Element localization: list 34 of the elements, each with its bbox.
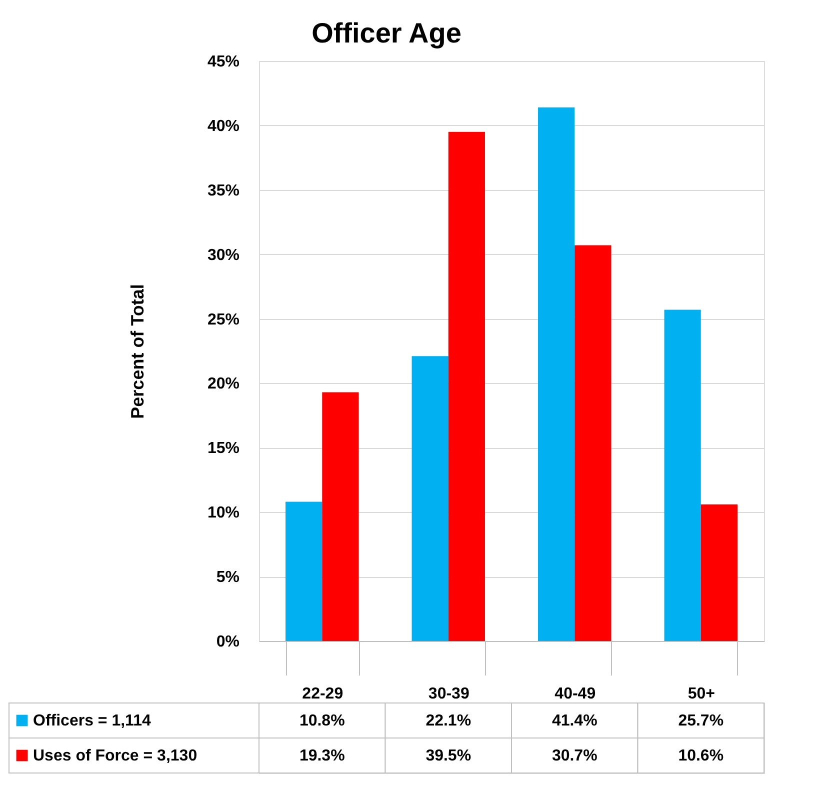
y-tick-label: 20% <box>207 376 240 393</box>
y-axis-title: Percent of Total <box>127 284 148 419</box>
bar <box>700 504 738 641</box>
x-tick-label: 40-49 <box>554 686 596 702</box>
data-label: 10.6% <box>678 748 724 764</box>
x-tick-label: 30-39 <box>428 686 470 702</box>
x-tick-label: 22-29 <box>302 686 344 702</box>
bar <box>322 392 359 641</box>
bar <box>664 310 701 641</box>
bar <box>412 356 448 641</box>
bar <box>538 107 575 641</box>
y-tick-label: 30% <box>207 246 240 264</box>
x-tick-label: 50+ <box>688 686 715 702</box>
y-tick-label: 10% <box>207 504 240 522</box>
data-label: 22.1% <box>426 712 472 730</box>
legend-label: Uses of Force = 3,130 <box>33 748 198 764</box>
y-tick-label: 5% <box>216 569 240 586</box>
bar <box>286 502 322 641</box>
y-tick-label: 15% <box>207 440 240 458</box>
data-label: 10.8% <box>299 712 345 730</box>
data-label: 39.5% <box>426 748 472 764</box>
data-label: 30.7% <box>552 748 598 764</box>
data-label: 19.3% <box>299 748 345 764</box>
y-tick-label: 35% <box>207 182 240 200</box>
y-tick-label: 45% <box>207 54 240 70</box>
chart-title: Officer Age <box>312 18 462 48</box>
bar <box>448 132 485 641</box>
y-tick-label: 0% <box>216 634 240 650</box>
y-tick-label: 40% <box>207 118 240 135</box>
data-label: 25.7% <box>678 712 724 730</box>
legend-label: Officers = 1,114 <box>33 712 151 730</box>
y-tick-label: 25% <box>207 311 240 328</box>
bar <box>574 245 612 641</box>
data-label: 41.4% <box>552 712 598 730</box>
